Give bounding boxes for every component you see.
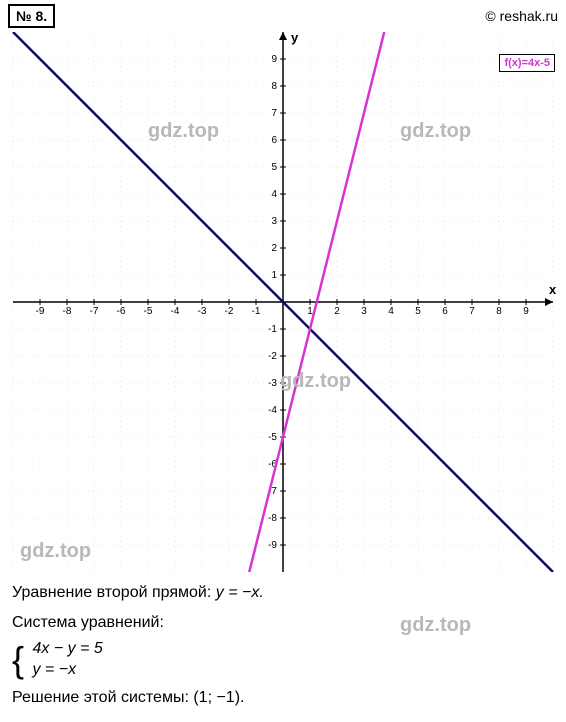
svg-text:-2: -2	[268, 351, 277, 362]
svg-text:-1: -1	[252, 306, 261, 317]
second-line-equation: Уравнение второй прямой: y = −x.	[12, 580, 554, 606]
svg-text:-5: -5	[144, 306, 153, 317]
math-section: Уравнение второй прямой: y = −x. Система…	[0, 572, 566, 722]
svg-text:7: 7	[271, 108, 277, 119]
sys-eq1: 4x − y = 5	[32, 640, 102, 657]
legend-text: f(x)=4x-5	[504, 57, 550, 69]
brace-icon: {	[12, 646, 24, 675]
svg-text:5: 5	[415, 306, 421, 317]
svg-text:-7: -7	[90, 306, 99, 317]
svg-text:x: x	[549, 282, 557, 297]
svg-text:-4: -4	[268, 405, 277, 416]
svg-text:9: 9	[523, 306, 529, 317]
svg-text:2: 2	[271, 243, 277, 254]
line1-eq: y = −x.	[216, 584, 264, 601]
svg-text:y: y	[291, 32, 299, 45]
system-label: Система уравнений:	[12, 610, 554, 636]
svg-text:-3: -3	[268, 378, 277, 389]
svg-text:5: 5	[271, 162, 277, 173]
svg-text:4: 4	[388, 306, 394, 317]
svg-text:-6: -6	[117, 306, 126, 317]
svg-text:4: 4	[271, 189, 277, 200]
svg-text:-8: -8	[63, 306, 72, 317]
svg-text:9: 9	[271, 54, 277, 65]
svg-text:2: 2	[334, 306, 340, 317]
system-equations: { 4x − y = 5 y = −x	[12, 639, 554, 681]
svg-text:8: 8	[496, 306, 502, 317]
svg-text:-9: -9	[36, 306, 45, 317]
svg-text:-2: -2	[225, 306, 234, 317]
svg-text:-9: -9	[268, 540, 277, 551]
svg-text:-5: -5	[268, 432, 277, 443]
svg-text:1: 1	[271, 270, 277, 281]
copyright-text: © reshak.ru	[485, 8, 558, 24]
problem-number: № 8.	[8, 4, 55, 28]
svg-text:-1: -1	[268, 324, 277, 335]
chart-container: -9-8-7-6-5-4-3-2-1123456789-9-8-7-6-5-4-…	[5, 32, 561, 572]
svg-text:6: 6	[442, 306, 448, 317]
svg-text:-8: -8	[268, 513, 277, 524]
svg-text:6: 6	[271, 135, 277, 146]
svg-text:3: 3	[271, 216, 277, 227]
chart-svg: -9-8-7-6-5-4-3-2-1123456789-9-8-7-6-5-4-…	[5, 32, 561, 572]
line3-prefix: Решение этой системы:	[12, 689, 193, 706]
svg-text:-3: -3	[198, 306, 207, 317]
line1-prefix: Уравнение второй прямой:	[12, 584, 216, 601]
line3-ans: (1; −1).	[193, 689, 244, 706]
sys-eq2: y = −x	[32, 661, 76, 678]
svg-text:3: 3	[361, 306, 367, 317]
legend-box: f(x)=4x-5	[499, 54, 555, 72]
svg-text:-4: -4	[171, 306, 180, 317]
svg-text:7: 7	[469, 306, 475, 317]
svg-text:8: 8	[271, 81, 277, 92]
